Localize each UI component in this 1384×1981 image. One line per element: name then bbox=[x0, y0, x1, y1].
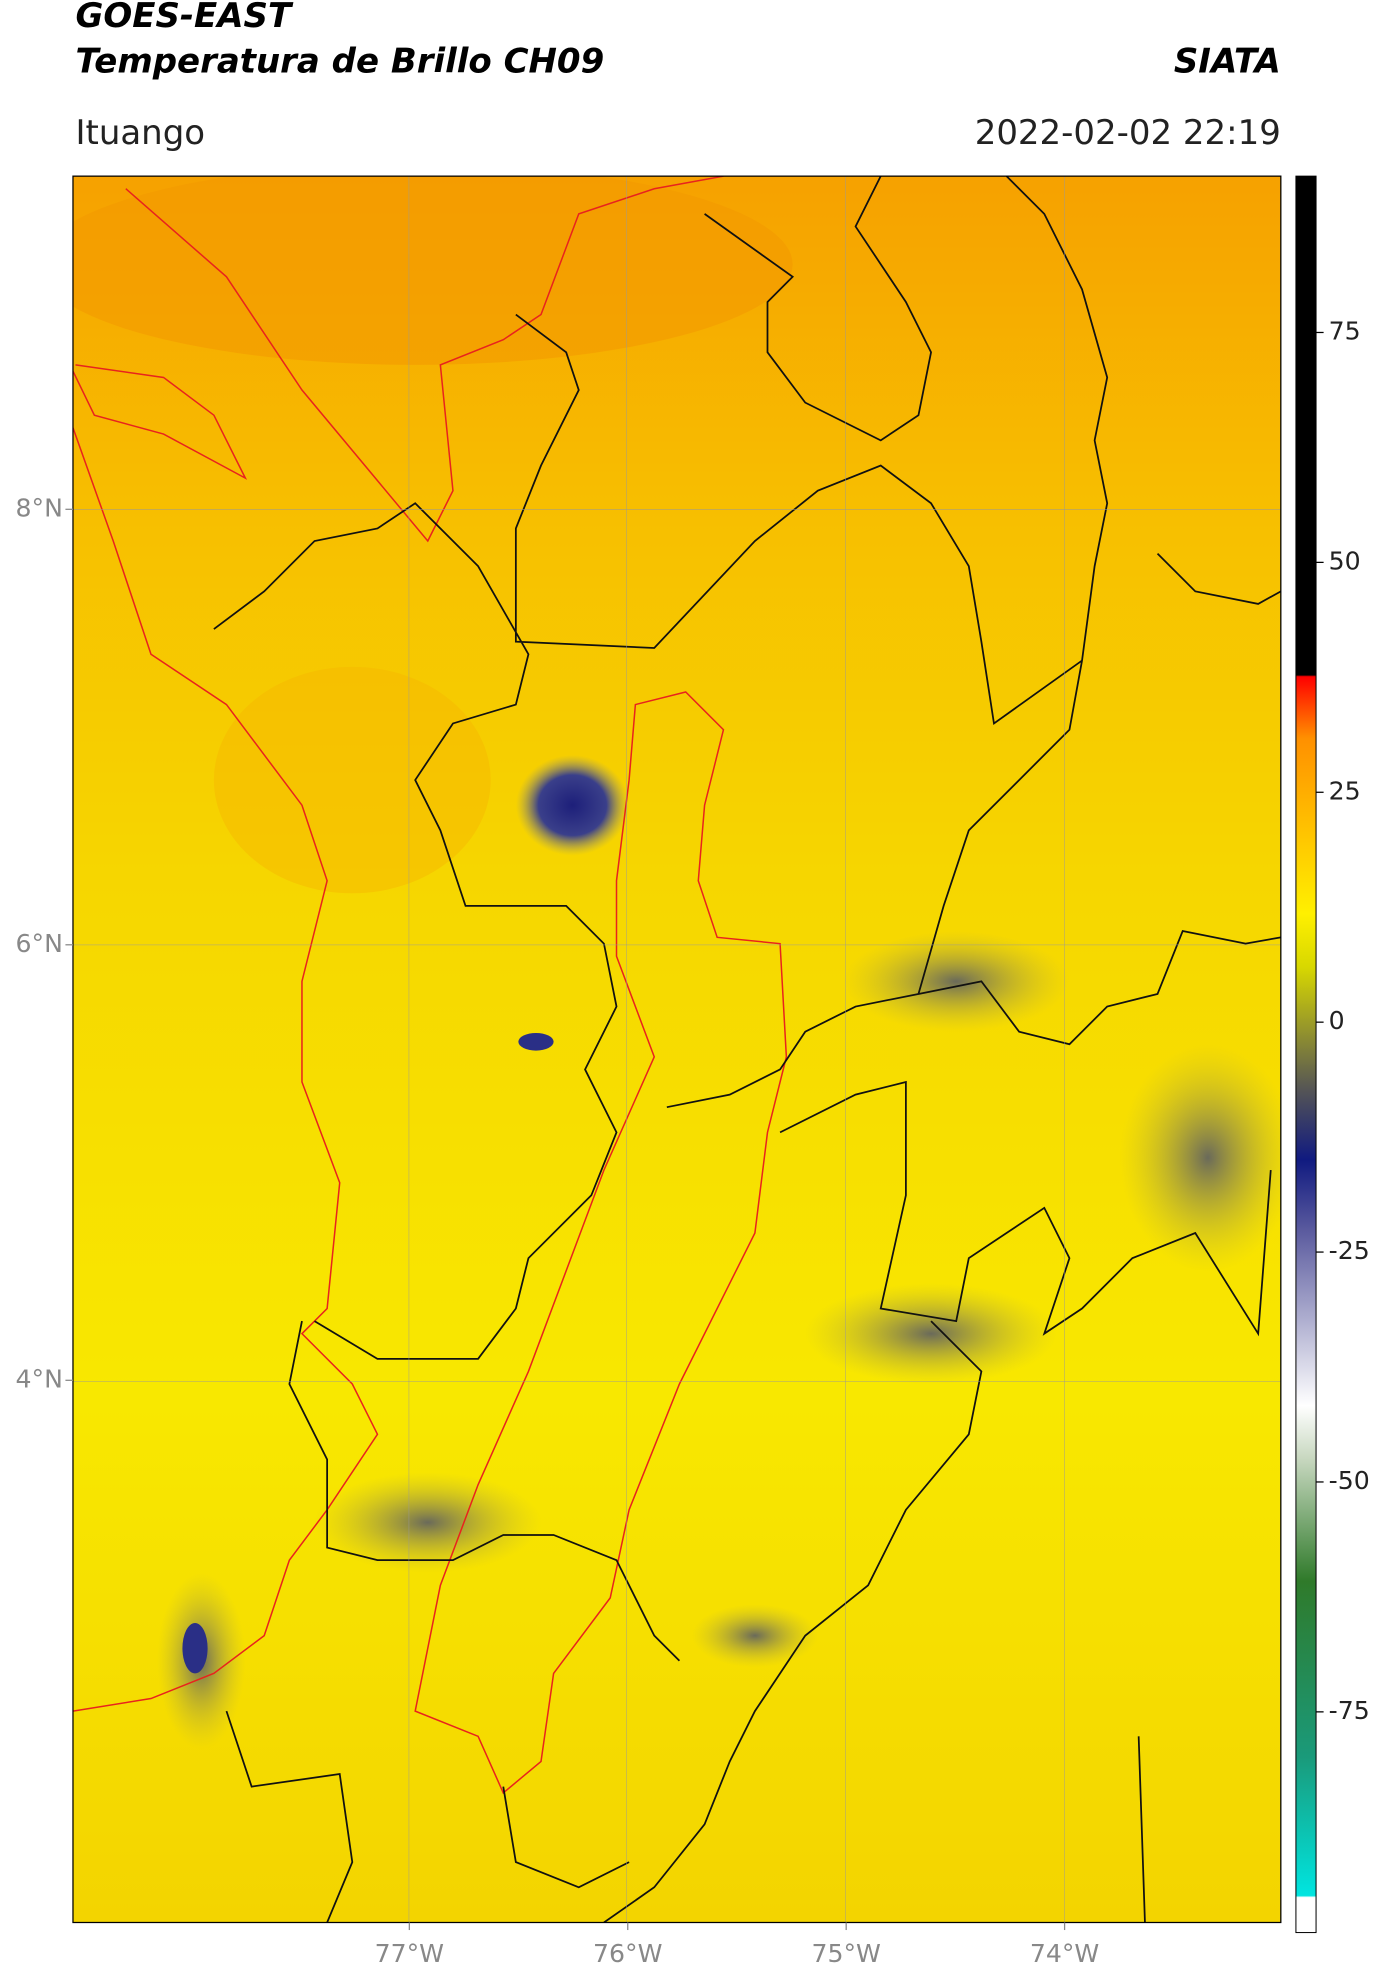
map-image bbox=[72, 176, 1281, 1923]
source: GOES-EAST bbox=[75, 0, 293, 36]
org: SIATA bbox=[1174, 41, 1281, 81]
colorbar-tick-label: 50 bbox=[1329, 546, 1361, 575]
y-tick-label: 6°N bbox=[16, 929, 63, 958]
colorbar-tick-label: 25 bbox=[1329, 776, 1361, 805]
colorbar-tick-label: -25 bbox=[1329, 1236, 1370, 1265]
colorbar bbox=[1295, 175, 1317, 1934]
x-tick-label: 77°W bbox=[375, 1939, 445, 1968]
colorbar-ticks: 75 50 25 0 -25 -50 -75 bbox=[1316, 316, 1370, 1725]
colorbar-tick-label: -50 bbox=[1329, 1466, 1370, 1495]
x-tick-label: 76°W bbox=[593, 1939, 663, 1968]
map-frame bbox=[72, 175, 1282, 1924]
x-tick-label: 75°W bbox=[811, 1939, 881, 1968]
y-tick-label: 4°N bbox=[16, 1364, 63, 1393]
y-tick-label: 8°N bbox=[16, 493, 63, 522]
colorbar-tick-label: -75 bbox=[1329, 1696, 1370, 1725]
colorbar-tick-label: 0 bbox=[1329, 1006, 1345, 1035]
colorbar-tick-label: 75 bbox=[1329, 316, 1361, 345]
datetime: 2022-02-02 22:19 bbox=[975, 113, 1281, 153]
map-ticks: 77°W 76°W 75°W 74°W 8°N 6°N 4°N bbox=[16, 493, 1100, 1968]
region: Ituango bbox=[75, 113, 205, 153]
x-tick-label: 74°W bbox=[1030, 1939, 1100, 1968]
title: Temperatura de Brillo CH09 bbox=[75, 41, 604, 81]
